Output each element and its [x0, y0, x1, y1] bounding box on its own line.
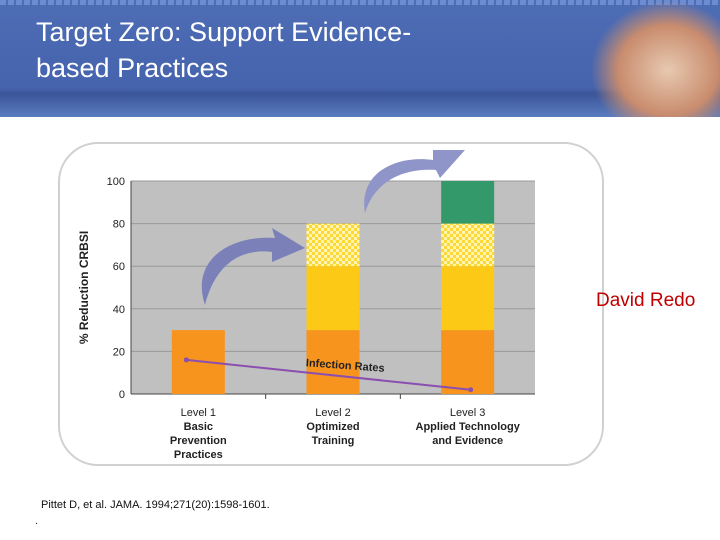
bar-segment-technology [441, 181, 495, 224]
infection-rate-point [183, 357, 189, 363]
bar-segment-basic [441, 330, 495, 394]
x-tick-label: and Evidence [432, 435, 503, 447]
bar-segment-optimized [306, 266, 360, 331]
infection-rate-point [468, 387, 474, 393]
bar-segment-optimized-checkered- [306, 223, 360, 267]
bullet: . [35, 516, 38, 527]
bar-segment-optimized [441, 266, 495, 331]
y-tick-label: 40 [113, 304, 125, 316]
slide-header: Target Zero: Support Evidence-based Prac… [0, 0, 720, 117]
y-tick-label: 0 [119, 389, 125, 401]
x-tick-label: Practices [174, 449, 223, 461]
x-tick-label: Level 3 [450, 407, 485, 419]
title-line-2: based Practices [36, 53, 229, 83]
citation: Pittet D, et al. JAMA. 1994;271(20):1598… [41, 499, 270, 511]
x-tick-label: Prevention [170, 435, 227, 447]
bar-segment-optimized-checkered- [441, 223, 495, 267]
x-tick-label: Optimized [306, 421, 359, 433]
y-axis-label: % Reduction CRBSI [77, 231, 91, 344]
slide-title: Target Zero: Support Evidence-based Prac… [36, 14, 411, 86]
x-tick-label: Level 1 [181, 407, 216, 419]
x-tick-label: Basic [184, 421, 213, 433]
arrow-1 [201, 228, 305, 305]
line-label: Infection Rates [305, 357, 385, 374]
x-tick-label: Training [312, 435, 355, 447]
bar-segment-basic [306, 330, 360, 394]
y-tick-label: 80 [113, 219, 125, 231]
y-tick-label: 100 [107, 176, 125, 188]
header-dot-border [0, 0, 720, 5]
x-tick-label: Level 2 [315, 407, 350, 419]
anatomy-image [590, 0, 720, 117]
y-tick-label: 60 [113, 261, 125, 273]
arrow-2 [364, 150, 465, 213]
y-tick-label: 20 [113, 346, 125, 358]
author-name: David Redo [596, 290, 696, 311]
infection-rate-line [186, 358, 471, 391]
title-line-1: Target Zero: Support Evidence- [36, 17, 412, 47]
x-tick-label: Applied Technology [416, 421, 521, 433]
